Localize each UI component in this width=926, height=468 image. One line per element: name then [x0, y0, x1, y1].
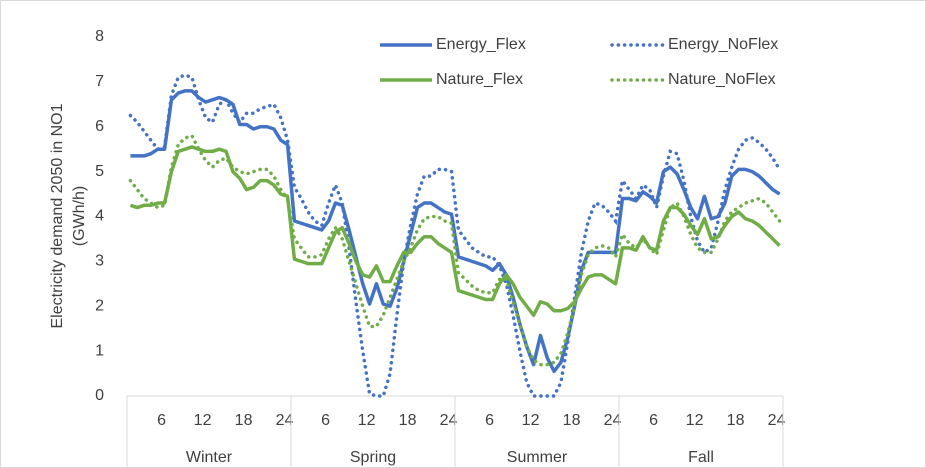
group-label: Summer — [507, 449, 568, 466]
x-tick-label: 24 — [276, 412, 294, 429]
x-tick-label: 6 — [157, 412, 166, 429]
series-line — [128, 73, 782, 398]
y-tick-label: 5 — [95, 163, 104, 180]
y-tick-label: 1 — [95, 342, 104, 359]
y-tick-label: 4 — [95, 208, 104, 225]
x-tick-label: 24 — [768, 412, 786, 429]
y-tick-label: 0 — [95, 387, 104, 404]
y-tick-label: 3 — [95, 253, 104, 270]
group-label: Fall — [688, 449, 714, 466]
x-tick-label: 18 — [399, 412, 417, 429]
series-line — [128, 133, 782, 367]
x-tick-label: 24 — [440, 412, 458, 429]
group-label: Spring — [350, 449, 396, 466]
x-tick-label: 18 — [235, 412, 253, 429]
x-tick-label: 12 — [522, 412, 540, 429]
x-tick-label: 12 — [358, 412, 376, 429]
legend-label: Nature_Flex — [436, 71, 523, 88]
y-tick-label: 7 — [95, 73, 104, 90]
x-tick-label: 24 — [604, 412, 622, 429]
y-axis-title: Electricity demand 2050 in NO1 (GWh/h) — [49, 103, 88, 328]
legend-label: Energy_Flex — [436, 36, 526, 53]
legend-label: Nature_NoFlex — [668, 71, 776, 88]
x-tick-label: 6 — [649, 412, 658, 429]
y-tick-label: 2 — [95, 297, 104, 314]
x-tick-label: 6 — [485, 412, 494, 429]
x-tick-label: 12 — [194, 412, 212, 429]
x-tick-label: 12 — [686, 412, 704, 429]
y-axis-title-line: (GWh/h) — [71, 186, 88, 246]
x-tick-label: 6 — [321, 412, 330, 429]
series-line — [129, 145, 781, 317]
y-axis-title-line: Electricity demand 2050 in NO1 — [49, 103, 66, 328]
x-tick-label: 18 — [563, 412, 581, 429]
y-tick-label: 8 — [95, 28, 104, 45]
group-label: Winter — [186, 449, 233, 466]
y-tick-label: 6 — [95, 118, 104, 135]
legend-label: Energy_NoFlex — [668, 36, 778, 53]
x-tick-label: 18 — [727, 412, 745, 429]
